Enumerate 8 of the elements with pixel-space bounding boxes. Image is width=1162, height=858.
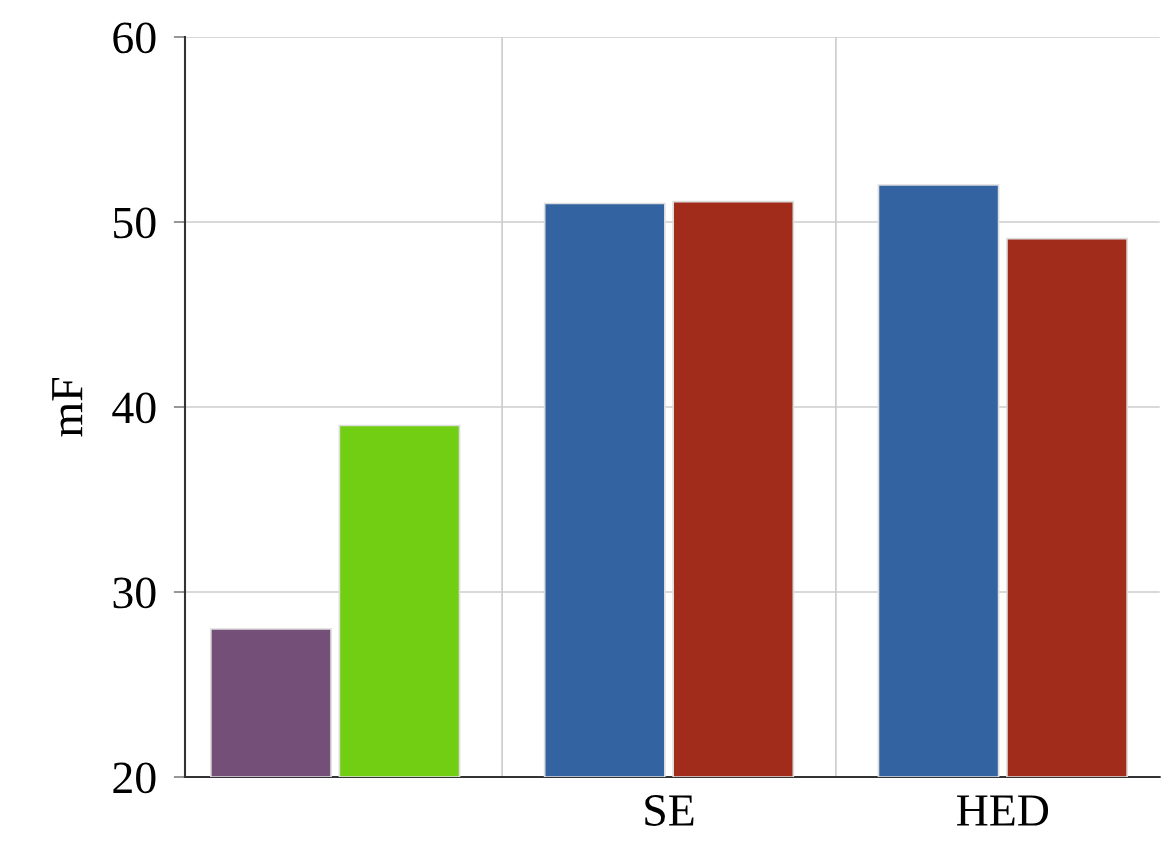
y-axis-title: mF <box>52 378 83 437</box>
y-tick-label: 60 <box>113 22 156 54</box>
x-tick-label: SE <box>645 795 694 826</box>
y-tick-label: 30 <box>113 577 156 609</box>
y-tick-label: 50 <box>114 207 156 239</box>
y-tick-label: 40 <box>112 392 156 424</box>
y-tick-label: 20 <box>113 762 156 794</box>
x-tick-label: HED <box>957 795 1049 826</box>
